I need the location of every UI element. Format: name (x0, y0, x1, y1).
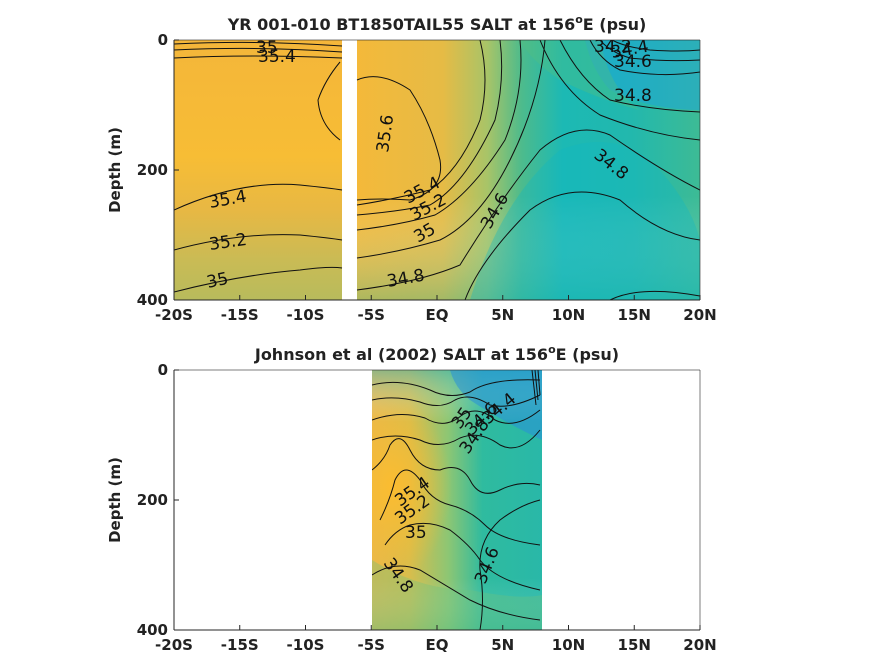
contour-label: 35.4 (258, 47, 296, 67)
x-tick-label: 10N (552, 636, 585, 654)
tick-group: -20S -15S -10S -5S EQ 5N 10N 15N 20N 0 200 400 (137, 361, 717, 654)
x-tick-label: -5S (358, 636, 385, 654)
chart-title: YR 001-010 BT1850TAIL55 SALT at 156oE (p… (227, 13, 647, 34)
tick-group: -20S -15S -10S -5S EQ 5N 10N 15N 20N 0 200 400 (137, 31, 717, 324)
contour-lines (372, 370, 541, 630)
contour-label: 34.6 (614, 52, 652, 72)
x-tick-label: -15S (221, 636, 259, 654)
chart-title: Johnson et al (2002) SALT at 156oE (psu) (254, 343, 619, 364)
y-tick-label: 0 (158, 361, 168, 379)
y-tick-label: 400 (137, 621, 168, 639)
x-tick-label: 20N (683, 636, 716, 654)
y-tick-label: 400 (137, 291, 168, 309)
contour-label: 34.2 (594, 37, 632, 57)
y-tick-label: 200 (137, 161, 168, 179)
x-tick-label: -20S (155, 636, 193, 654)
contour-label: 35 (205, 269, 230, 293)
y-tick-label: 0 (158, 31, 168, 49)
x-tick-label: -15S (221, 306, 259, 324)
x-tick-label: 20N (683, 306, 716, 324)
contour-label: 35 (405, 523, 427, 543)
x-tick-label: -10S (287, 636, 325, 654)
y-axis-label: Depth (m) (106, 127, 124, 213)
x-tick-label: -5S (358, 306, 385, 324)
x-tick-label: 5N (491, 636, 514, 654)
contour-lines (174, 40, 700, 300)
y-axis-label: Depth (m) (106, 457, 124, 543)
x-tick-label: -10S (287, 306, 325, 324)
x-tick-label: EQ (426, 306, 449, 324)
x-tick-label: 10N (552, 306, 585, 324)
panel-top: YR 001-010 BT1850TAIL55 SALT at 156oE (p… (106, 13, 717, 324)
x-tick-label: 15N (618, 306, 651, 324)
x-tick-label: -20S (155, 306, 193, 324)
contour-label: 34.4 (609, 37, 650, 63)
salinity-field: 35 35.4 35.4 35.2 35 35.6 35.4 35.2 35 3… (174, 37, 700, 300)
y-tick-label: 200 (137, 491, 168, 509)
contour-label: 34.8 (614, 86, 652, 106)
x-tick-label: 15N (618, 636, 651, 654)
x-tick-label: EQ (426, 636, 449, 654)
panel-bottom: Johnson et al (2002) SALT at 156oE (psu) (106, 343, 717, 654)
x-tick-label: 5N (491, 306, 514, 324)
axes-frame (173, 39, 701, 301)
contour-label: 35 (256, 38, 278, 58)
contour-labels: 35 35.4 35.4 35.2 35 35.6 35.4 35.2 35 3… (205, 37, 652, 293)
salinity-field: 35 34.4 34.6 34.8 35.4 35.2 35 34.8 34.6 (372, 370, 542, 630)
